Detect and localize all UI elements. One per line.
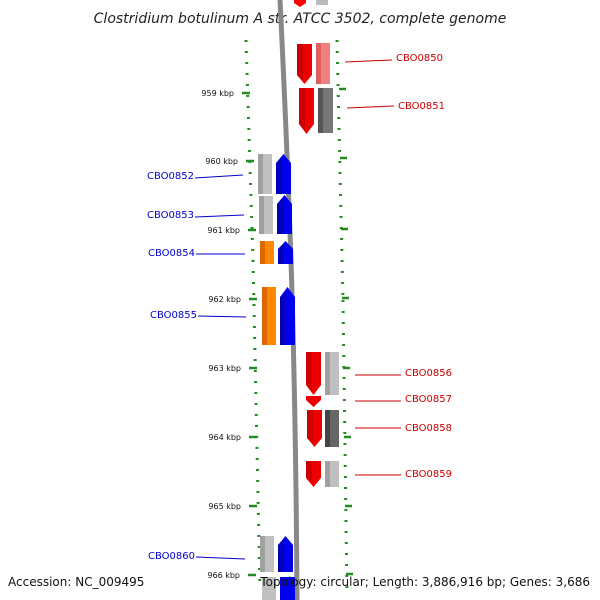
accession-text: Accession: NC_009495: [8, 575, 144, 589]
right-dotted-track: [335, 39, 349, 596]
tick-label: 964 kbp: [208, 433, 241, 442]
gene-partial-bottom[interactable]: [262, 577, 276, 600]
gene-cbo0858[interactable]: CBO0858: [307, 410, 452, 447]
gene-label-cbo0853: CBO0853: [147, 210, 194, 221]
kbp-ticks: 959 kbp 960 kbp 961 kbp 962 kbp 963 kbp …: [201, 89, 257, 580]
tick-label: 962 kbp: [208, 295, 241, 304]
right-tick-marks: [339, 87, 353, 576]
gene-label-cbo0859: CBO0859: [405, 469, 452, 480]
gene-label-cbo0858: CBO0858: [405, 423, 452, 434]
gene-cbo0854[interactable]: CBO0854: [148, 241, 293, 264]
gene-label-cbo0850: CBO0850: [396, 53, 443, 64]
tick-label: 960 kbp: [205, 157, 238, 166]
gene-partial-bottom-blue[interactable]: [280, 577, 295, 600]
tick-label: 963 kbp: [208, 364, 241, 373]
tick-label: 965 kbp: [208, 502, 241, 511]
genome-stats-text: Topology: circular; Length: 3,886,916 bp…: [259, 575, 590, 589]
gene-partial-top-gray[interactable]: [316, 0, 328, 5]
gene-label-cbo0855: CBO0855: [150, 310, 197, 321]
gene-cbo0860[interactable]: CBO0860: [148, 536, 293, 572]
gene-label-cbo0851: CBO0851: [398, 101, 445, 112]
tick-label: 959 kbp: [201, 89, 234, 98]
gene-cbo0859[interactable]: CBO0859: [306, 461, 452, 487]
gene-cbo0855[interactable]: CBO0855: [150, 287, 295, 345]
gene-cbo0852[interactable]: CBO0852: [147, 154, 291, 194]
gene-label-cbo0860: CBO0860: [148, 551, 195, 562]
gene-cbo0851[interactable]: CBO0851: [299, 88, 445, 134]
gene-label-cbo0857: CBO0857: [405, 394, 452, 405]
gene-label-cbo0854: CBO0854: [148, 248, 195, 259]
gene-cbo0850[interactable]: CBO0850: [297, 43, 443, 84]
gene-partial-top[interactable]: [294, 0, 306, 7]
gene-cbo0856[interactable]: CBO0856: [306, 352, 452, 395]
tick-label: 966 kbp: [207, 571, 240, 580]
tick-label: 961 kbp: [207, 226, 240, 235]
gene-label-cbo0856: CBO0856: [405, 368, 452, 379]
gene-cbo0853[interactable]: CBO0853: [147, 195, 292, 234]
gene-cbo0857[interactable]: CBO0857: [306, 394, 452, 407]
left-dotted-track: [244, 39, 262, 591]
map-title: Clostridium botulinum A str. ATCC 3502, …: [94, 11, 507, 27]
gene-label-cbo0852: CBO0852: [147, 171, 194, 182]
